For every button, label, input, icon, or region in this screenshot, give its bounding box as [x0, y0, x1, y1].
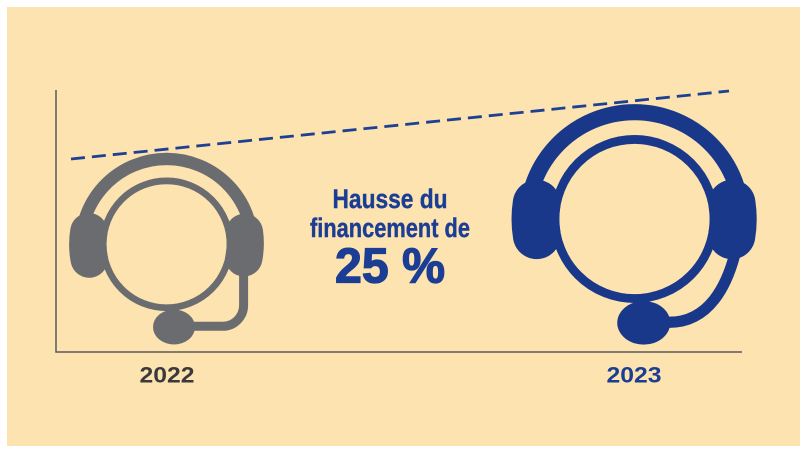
svg-text:2023: 2023: [607, 363, 662, 388]
svg-text:Hausse du: Hausse du: [333, 184, 448, 214]
svg-text:2022: 2022: [140, 363, 195, 388]
svg-text:25 %: 25 %: [335, 239, 445, 294]
svg-text:financement de: financement de: [310, 213, 470, 243]
